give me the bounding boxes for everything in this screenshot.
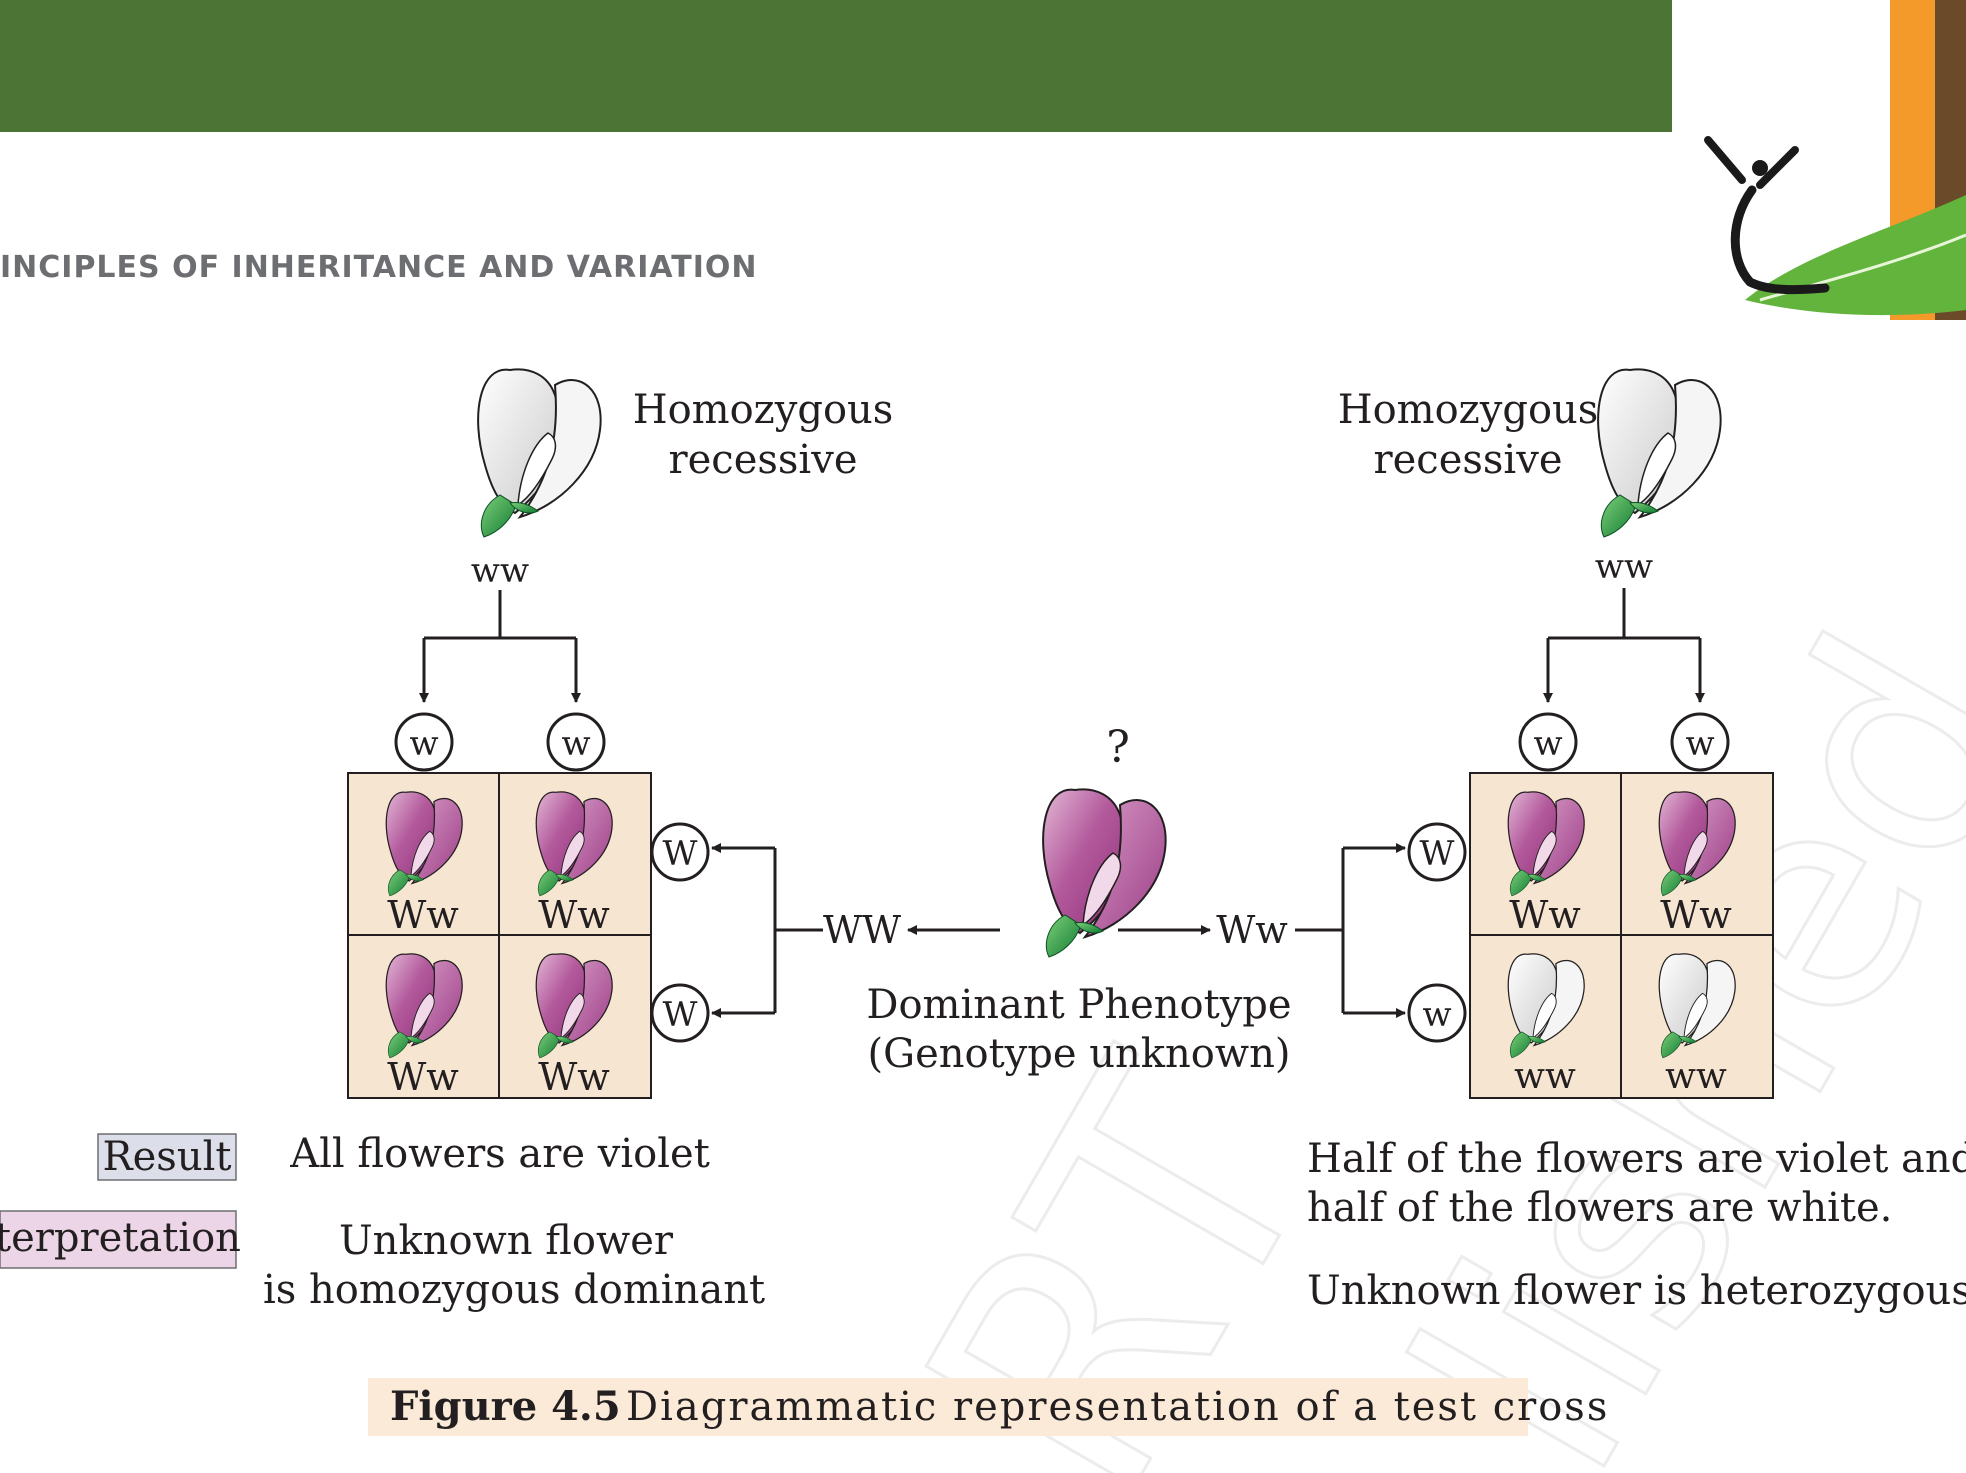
- right-parent-flower: [1597, 368, 1722, 538]
- right-parent-genotype: ww: [1595, 547, 1653, 587]
- interpretation-right-text: Unknown flower is heterozygous: [1307, 1268, 1966, 1314]
- left-cross-gamete-2: W: [663, 995, 698, 1035]
- left-offspring-1: Ww: [387, 893, 459, 937]
- right-offspring-1: Ww: [1509, 893, 1581, 937]
- left-offspring-4: Ww: [538, 1055, 610, 1099]
- left-gamete-circle: [546, 712, 606, 772]
- right-offspring-3: ww: [1514, 1056, 1576, 1097]
- unknown-question-mark: ?: [1106, 722, 1130, 773]
- left-parent-label-2: recessive: [669, 437, 858, 483]
- left-cross-genotype: WW: [823, 908, 901, 952]
- left-parent-label-1: Homozygous: [633, 387, 894, 433]
- right-parent-label-1: Homozygous: [1338, 387, 1599, 433]
- interpretation-left-line-1: Unknown flower: [339, 1218, 674, 1264]
- right-gamete-circle: [1518, 712, 1578, 772]
- unknown-label-2: (Genotype unknown): [868, 1031, 1291, 1077]
- right-parent-connector: [1543, 588, 1705, 703]
- interpretation-label-box: [0, 1210, 237, 1269]
- caption-text: Diagrammatic representation of a test cr…: [626, 1384, 1609, 1430]
- right-cross-gamete-2: w: [1422, 995, 1451, 1035]
- right-punnett-square: [1469, 772, 1774, 1099]
- left-cross-gamete-circle: [650, 822, 710, 882]
- unknown-flower: [1042, 788, 1167, 958]
- right-cross-gamete-1: W: [1420, 834, 1455, 874]
- running-title: INCIPLES OF INHERITANCE AND VARIATION: [0, 250, 758, 285]
- result-left-text: All flowers are violet: [289, 1131, 710, 1177]
- right-cross-connector: [1295, 843, 1406, 1018]
- left-punnett-square: [347, 772, 652, 1099]
- result-right-line-2: half of the flowers are white.: [1307, 1185, 1892, 1231]
- interpretation-left-line-2: is homozygous dominant: [263, 1267, 765, 1313]
- right-offspring-4: ww: [1665, 1056, 1727, 1097]
- right-gamete-2: w: [1685, 724, 1714, 764]
- right-cross-gamete-circle: [1407, 822, 1467, 882]
- left-cross-gamete-circle: [650, 983, 710, 1043]
- left-gamete-circle: [394, 712, 454, 772]
- left-offspring-3: Ww: [387, 1055, 459, 1099]
- right-gamete-circle: [1670, 712, 1730, 772]
- left-gamete-1: w: [409, 724, 438, 764]
- unknown-label-1: Dominant Phenotype: [866, 982, 1291, 1028]
- right-cross-gamete-circle: [1407, 983, 1467, 1043]
- left-parent-flower: [477, 368, 602, 538]
- interpretation-label: terpretation: [0, 1215, 241, 1261]
- right-gamete-1: w: [1533, 724, 1562, 764]
- left-cross-connector: [711, 843, 823, 1018]
- left-cross-gamete-1: W: [663, 834, 698, 874]
- left-gamete-2: w: [561, 724, 590, 764]
- left-parent-connector: [419, 590, 581, 703]
- header-bar: [0, 0, 1672, 132]
- result-right-line-1: Half of the flowers are violet and: [1307, 1136, 1966, 1182]
- book-logo: [1704, 0, 1966, 320]
- left-offspring-2: Ww: [538, 893, 610, 937]
- right-parent-label-2: recessive: [1374, 437, 1563, 483]
- result-label: Result: [103, 1134, 232, 1180]
- right-cross-genotype: Ww: [1216, 908, 1288, 952]
- figure-label: Figure 4.5: [390, 1383, 621, 1430]
- right-offspring-2: Ww: [1660, 893, 1732, 937]
- left-parent-genotype: ww: [471, 551, 529, 591]
- caption-box: [368, 1378, 1528, 1436]
- result-label-box: [97, 1133, 237, 1181]
